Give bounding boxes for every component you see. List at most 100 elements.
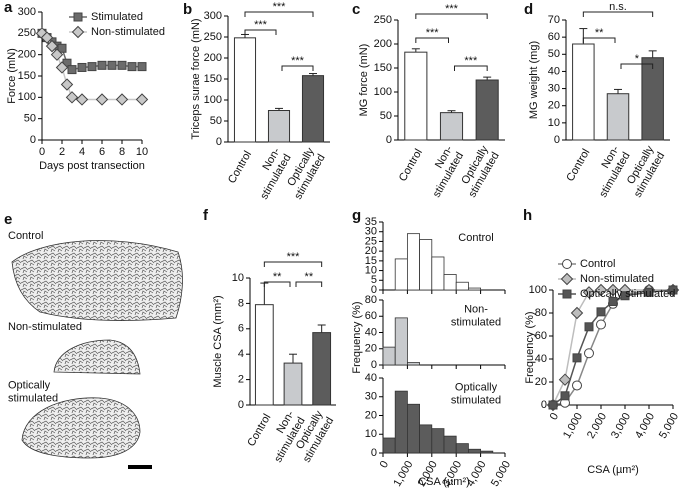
marker (60, 78, 74, 91)
x-tick-label: 5,000 (657, 411, 681, 441)
y-tick-label: 0 (371, 447, 377, 459)
significance-label: *** (254, 19, 268, 31)
histogram-bar (455, 443, 469, 454)
significance-bracket (415, 37, 449, 43)
y-tick-label: 20 (548, 100, 560, 112)
y-tick-label: 70 (548, 14, 560, 26)
marker (87, 62, 97, 72)
y-axis-label: Triceps surae force (mN) (190, 18, 202, 139)
marker (572, 380, 582, 391)
significance-label: ** (305, 271, 314, 283)
x-tick-label: 8 (119, 146, 125, 158)
histogram-bar (406, 362, 420, 366)
y-tick-label: 40 (548, 65, 560, 77)
panel-label: h (523, 207, 532, 224)
category-label: Opticallystimulated (455, 143, 502, 199)
y-tick-label: 50 (210, 115, 222, 127)
significance-bracket (263, 281, 291, 287)
marker (584, 348, 594, 359)
histology-image (53, 339, 141, 375)
marker (67, 65, 77, 75)
y-tick-label: 200 (18, 49, 36, 61)
y-tick-label: 150 (204, 73, 222, 85)
y-tick-label: 30 (548, 82, 560, 94)
y-tick-label: 40 (535, 353, 547, 365)
panel-label: f (203, 207, 209, 224)
marker (45, 39, 59, 53)
category-label: Control (397, 147, 425, 184)
marker (596, 307, 606, 317)
y-tick-label: 15 (365, 255, 377, 267)
significance-label: *** (273, 1, 287, 13)
marker (560, 391, 570, 401)
y-tick-label: 50 (380, 110, 392, 122)
legend-marker (562, 289, 572, 299)
marker (65, 91, 79, 104)
y-tick-label: 100 (374, 86, 392, 98)
histogram-bar (394, 390, 408, 454)
marker (620, 291, 630, 301)
significance-bracket (295, 281, 323, 287)
marker (107, 60, 117, 70)
x-tick-label: 1,000 (391, 459, 415, 489)
y-tick-label: 10 (365, 264, 377, 276)
histogram-bar (443, 435, 457, 454)
marker (137, 62, 147, 72)
bar (283, 362, 303, 406)
legend-label: Non-stimulated (91, 26, 165, 38)
y-tick-label: 80 (365, 294, 377, 306)
x-tick-label: 2,000 (585, 411, 609, 441)
subplot-title: Non-stimulated (451, 304, 501, 329)
bar (606, 93, 630, 141)
y-tick-label: 35 (365, 216, 377, 228)
y-tick-label: 80 (535, 307, 547, 319)
bar (641, 57, 664, 141)
marker (558, 373, 572, 386)
significance-bracket (582, 11, 654, 17)
marker (95, 93, 109, 106)
category-label: Control (245, 412, 273, 449)
marker (77, 62, 87, 72)
y-axis-label: Force (mN) (6, 48, 18, 104)
panel-label: b (183, 1, 192, 18)
marker (606, 283, 620, 297)
marker (644, 287, 654, 297)
histogram-bar (467, 287, 481, 291)
y-tick-label: 100 (204, 94, 222, 106)
y-tick-label: 250 (374, 14, 392, 26)
significance-bracket (281, 65, 314, 71)
y-tick-label: 60 (365, 310, 377, 322)
y-tick-label: 4 (238, 348, 244, 360)
legend-label: Non-stimulated (580, 273, 654, 285)
histogram-bar (455, 281, 469, 291)
significance-bracket (415, 13, 488, 19)
y-tick-label: 10 (232, 272, 244, 284)
y-tick-label: 300 (18, 6, 36, 18)
x-tick-label: 3,000 (609, 411, 633, 441)
image-label: Optically stimulated (8, 380, 58, 405)
y-tick-label: 30 (365, 391, 377, 403)
x-tick-label: 10 (136, 146, 148, 158)
x-axis-label: Days post transection (39, 160, 145, 172)
y-tick-label: 0 (30, 134, 36, 146)
x-tick-label: 1,000 (561, 411, 585, 441)
y-tick-label: 0 (554, 134, 560, 146)
histology-image (11, 240, 183, 321)
marker (594, 283, 608, 297)
x-axis-label: CSA (µm²) (418, 476, 470, 488)
y-tick-label: 300 (204, 10, 222, 22)
category-label: Control (564, 147, 592, 184)
category-label: Non-stimulated (586, 144, 633, 200)
x-tick-label: 4,000 (633, 411, 657, 441)
histogram-bar (443, 274, 457, 291)
histogram-bar (480, 450, 494, 454)
marker (668, 285, 678, 295)
y-tick-label: 0 (541, 399, 547, 411)
significance-bracket (620, 63, 654, 69)
significance-label: *** (464, 55, 478, 67)
histogram-bar (419, 424, 433, 454)
y-tick-label: 0 (386, 134, 392, 146)
y-tick-label: 60 (535, 330, 547, 342)
legend-marker (73, 12, 83, 22)
